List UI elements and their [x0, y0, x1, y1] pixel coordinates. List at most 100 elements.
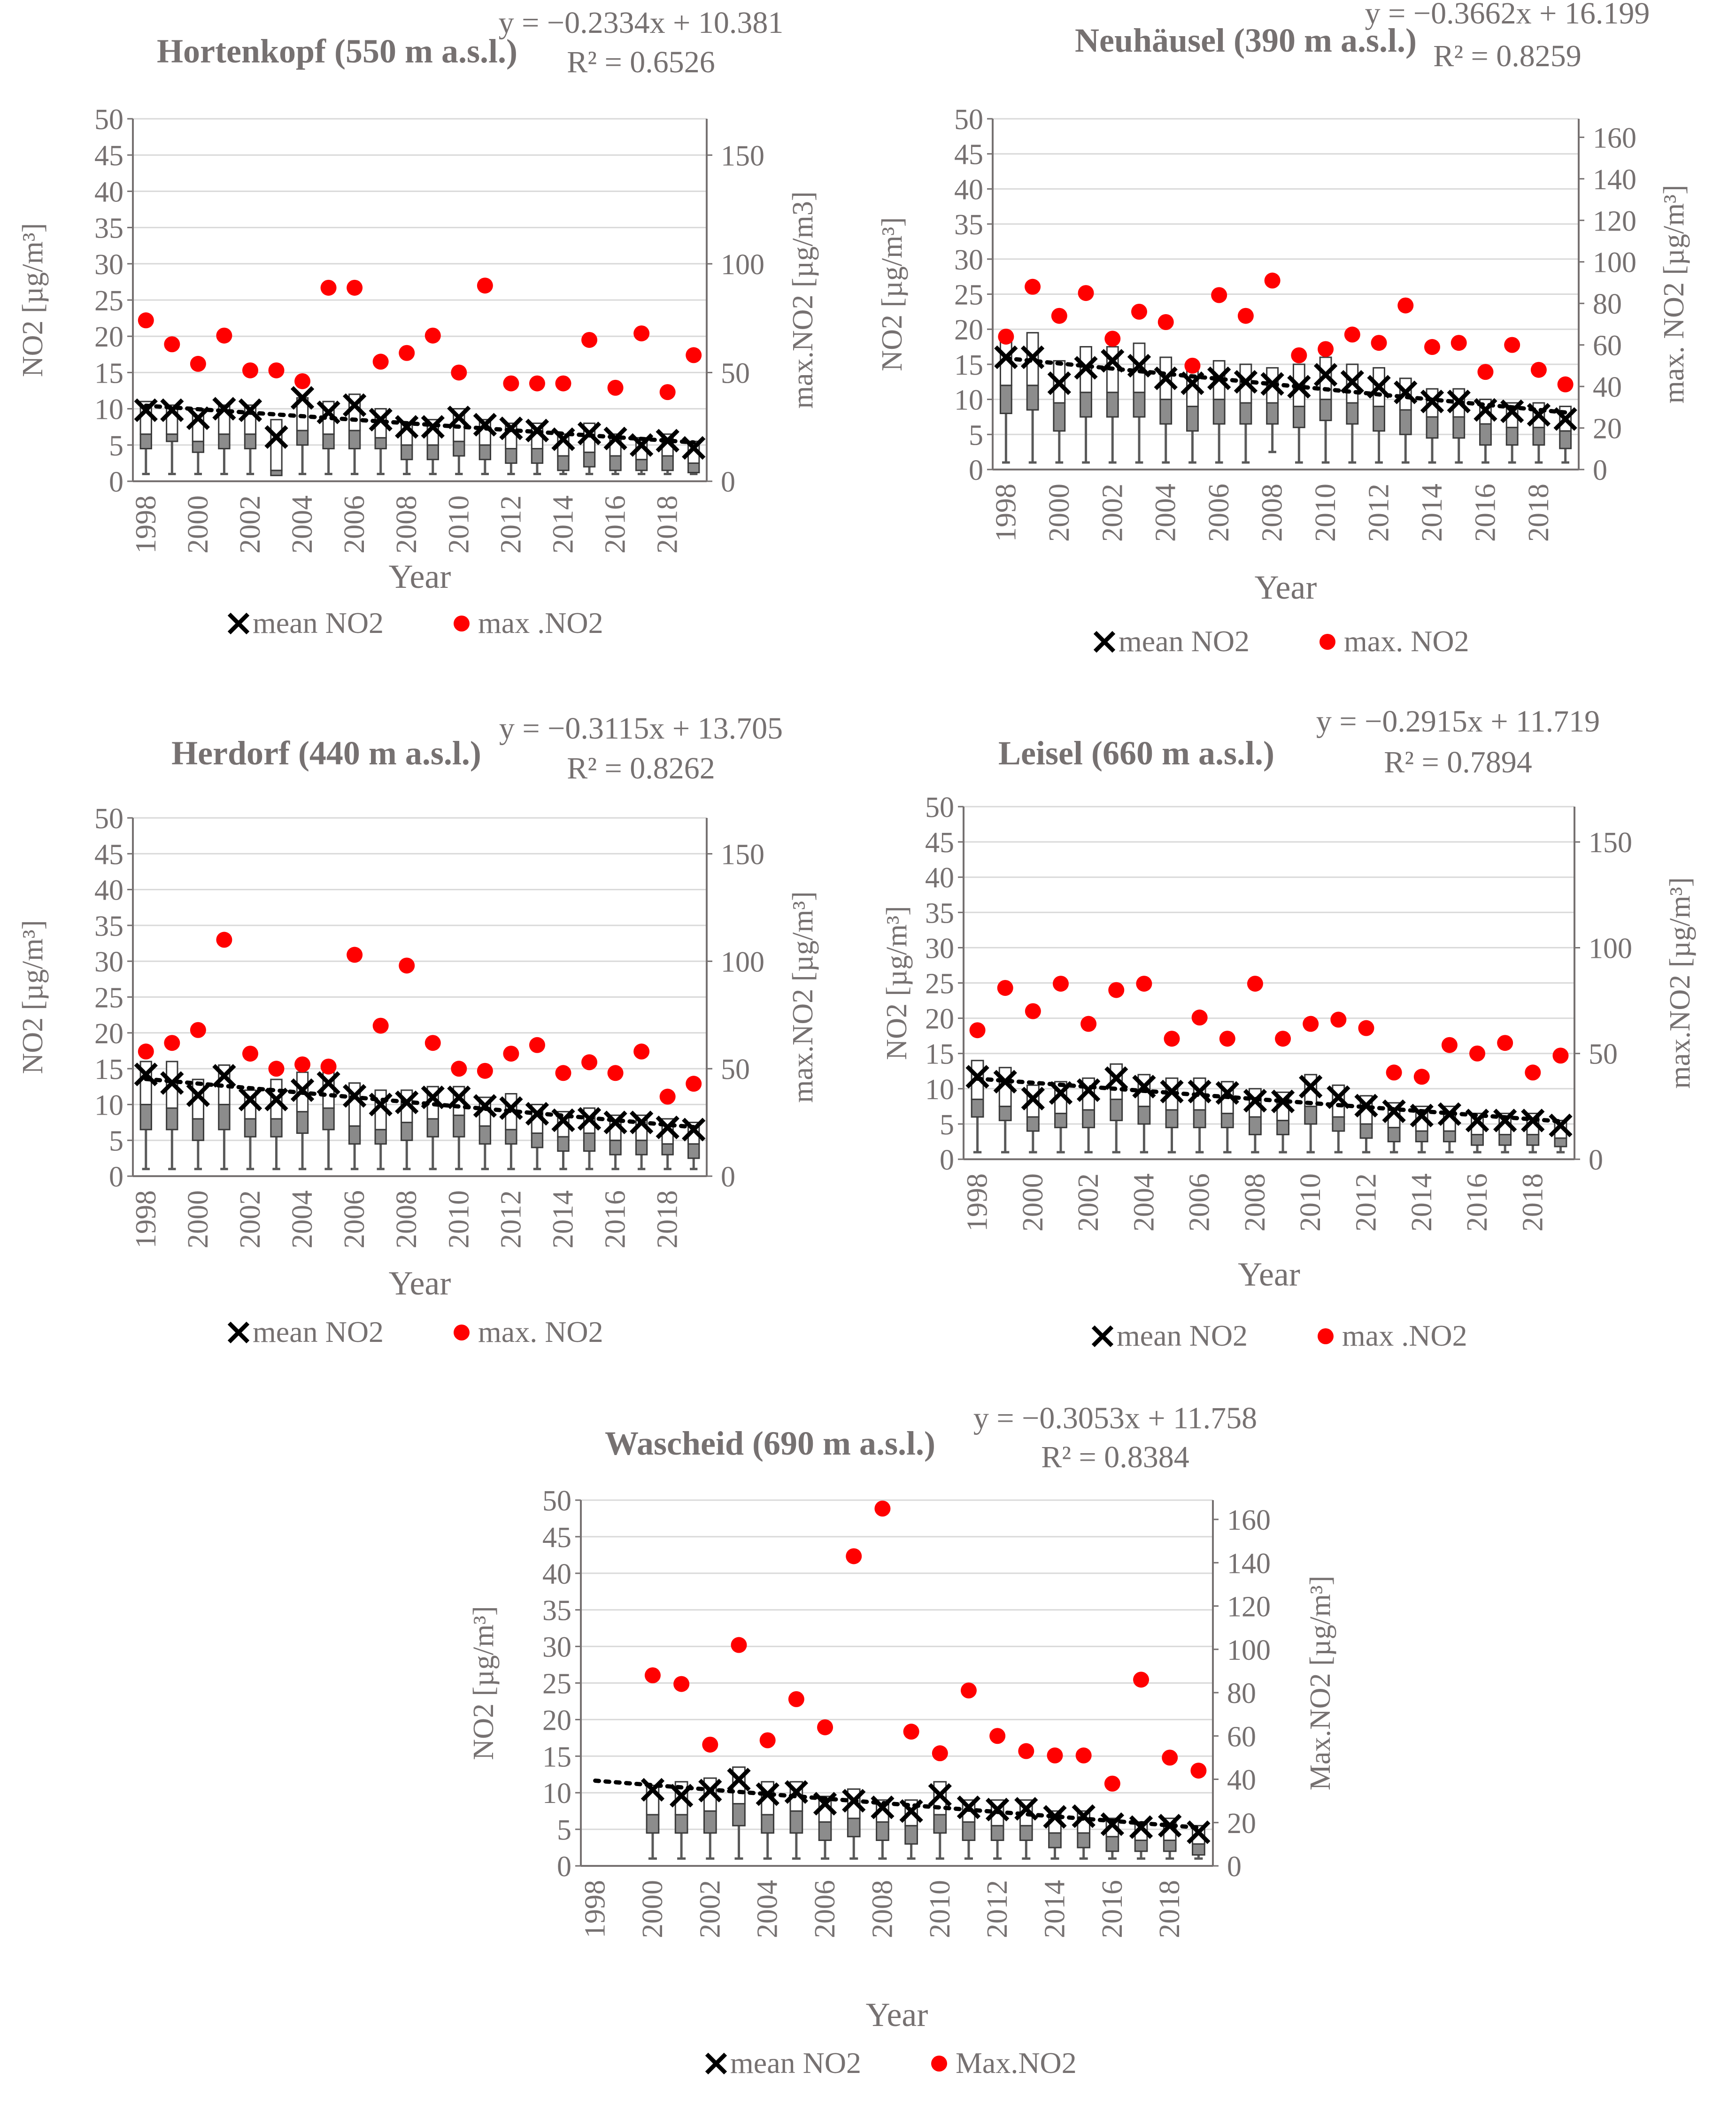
leisel-xtick-label: 2000: [1017, 1173, 1049, 1232]
herdorf-box-lower: [139, 1103, 152, 1131]
hortenkopf-ytick-label: 30: [94, 249, 123, 281]
leisel-ytick-label: 0: [940, 1144, 954, 1176]
hortenkopf-mean-marker: [212, 397, 236, 421]
hortenkopf-ytick-label: 45: [94, 140, 123, 172]
hortenkopf-max-marker: [607, 379, 624, 396]
neuhaeusel-box-lower: [1159, 399, 1173, 425]
wascheid-box-lower: [1077, 1832, 1091, 1849]
neuhaeusel-xtick-label: 2014: [1416, 484, 1448, 542]
neuhaeusel-ytick-label: 50: [954, 104, 983, 136]
herdorf-xtick-label: 2002: [234, 1190, 266, 1248]
hortenkopf-ytick-label: 5: [109, 430, 123, 462]
wascheid-max-marker: [1104, 1775, 1120, 1792]
leisel-xtick-label: 2018: [1517, 1173, 1549, 1232]
leisel-mean-marker: [1382, 1099, 1406, 1124]
neuhaeusel-y2-label: max. NO2 [µg/m³]: [1658, 185, 1690, 404]
herdorf-box-lower: [270, 1118, 283, 1138]
wascheid-max-marker: [1190, 1763, 1207, 1779]
hortenkopf-max-marker: [294, 373, 311, 389]
neuhaeusel-ytick-label: 20: [954, 314, 983, 346]
neuhaeusel-max-marker: [1104, 331, 1121, 347]
hortenkopf-max-marker: [242, 362, 258, 378]
herdorf-xtick-label: 2018: [652, 1190, 684, 1248]
leisel-mean-marker: [1188, 1079, 1211, 1103]
neuhaeusel-max-marker: [1557, 376, 1574, 393]
wascheid-box-lower: [789, 1810, 803, 1834]
wascheid-legend-mean-marker: [705, 2052, 727, 2075]
neuhaeusel-max-marker: [1371, 335, 1387, 351]
leisel-max-marker: [1191, 1009, 1208, 1026]
hortenkopf-max-marker: [138, 312, 154, 329]
leisel-box-lower: [1137, 1105, 1151, 1125]
leisel-y2tick-label: 50: [1589, 1039, 1618, 1071]
leisel-ytick-label: 15: [925, 1039, 954, 1071]
herdorf-box-lower: [218, 1103, 231, 1131]
herdorf-xtick-label: 2004: [286, 1190, 318, 1248]
leisel-mean-marker: [1549, 1113, 1573, 1138]
wascheid-box-lower: [818, 1821, 832, 1841]
herdorf-mean-marker: [551, 1108, 575, 1132]
hortenkopf-box-lower: [453, 440, 465, 457]
wascheid-mean-marker: [985, 1797, 1010, 1822]
herdorf-ytick-label: 0: [109, 1161, 123, 1193]
neuhaeusel-box-lower: [1292, 406, 1305, 428]
leisel-xtick-label: 2006: [1184, 1173, 1216, 1232]
wascheid-max-marker: [759, 1732, 776, 1749]
herdorf-y2tick-label: 50: [721, 1054, 750, 1086]
leisel-legend-mean-marker: [1091, 1325, 1114, 1348]
hortenkopf-xtick-label: 2004: [286, 495, 318, 554]
neuhaeusel-xtick-label: 2002: [1096, 484, 1128, 542]
hortenkopf-mean-marker: [629, 433, 654, 457]
hortenkopf-mean-marker: [290, 386, 315, 410]
hortenkopf-box-lower: [244, 433, 257, 450]
hortenkopf-max-marker: [686, 347, 702, 363]
hortenkopf-max-marker: [581, 331, 598, 348]
herdorf-max-marker: [399, 957, 415, 974]
herdorf-box-lower: [609, 1140, 622, 1155]
leisel-y2tick-label: 150: [1589, 827, 1632, 859]
herdorf-max-marker: [242, 1046, 258, 1062]
wascheid-ytick-label: 45: [542, 1522, 571, 1554]
leisel-legend-mean-label: mean NO2: [1117, 1319, 1248, 1352]
herdorf-max-marker: [138, 1043, 154, 1060]
neuhaeusel-mean-marker: [1313, 363, 1338, 387]
hortenkopf-ytick-label: 35: [94, 213, 123, 245]
wascheid-xtick-label: 2012: [981, 1880, 1013, 1938]
herdorf-ytick-label: 20: [94, 1018, 123, 1050]
neuhaeusel-ytick-label: 5: [969, 419, 983, 451]
leisel-box-lower: [1165, 1109, 1179, 1128]
herdorf-y2tick-label: 150: [721, 839, 764, 870]
leisel-y-label: NO2 [µg/m³]: [881, 906, 913, 1060]
hortenkopf-box-lower: [687, 462, 700, 473]
herdorf-mean-marker: [682, 1117, 706, 1141]
leisel-xtick-label: 2012: [1350, 1173, 1382, 1232]
leisel-ytick-label: 50: [925, 792, 954, 824]
wascheid-y2tick-label: 120: [1227, 1591, 1271, 1623]
wascheid-max-marker: [1018, 1743, 1034, 1759]
herdorf-box-lower: [531, 1132, 544, 1148]
hortenkopf-max-marker: [372, 354, 389, 370]
hortenkopf-box-upper: [270, 419, 283, 471]
herdorf-box-lower: [453, 1114, 465, 1138]
hortenkopf-ytick-label: 20: [94, 321, 123, 353]
wascheid-xtick-label: 2014: [1039, 1880, 1071, 1938]
hortenkopf-mean-marker: [369, 408, 393, 431]
neuhaeusel-y2tick-label: 40: [1593, 371, 1622, 403]
wascheid-mean-marker: [871, 1795, 895, 1819]
leisel-max-marker: [1469, 1045, 1486, 1062]
herdorf-title: Herdorf (440 m a.s.l.): [171, 734, 481, 772]
leisel-mean-marker: [1327, 1085, 1350, 1109]
leisel-ytick-label: 20: [925, 1003, 954, 1035]
hortenkopf-y-label: NO2 [µg/m³]: [17, 223, 49, 377]
wascheid-box-lower: [1048, 1832, 1062, 1849]
neuhaeusel-mean-marker: [1127, 354, 1151, 378]
neuhaeusel-mean-marker: [1260, 372, 1284, 396]
leisel-xtick-label: 2010: [1295, 1173, 1327, 1232]
wascheid-box-lower: [876, 1821, 889, 1841]
hortenkopf-max-marker: [633, 325, 650, 342]
herdorf-box-lower: [687, 1143, 700, 1159]
hortenkopf-box-lower: [635, 459, 648, 471]
hortenkopf-box-lower: [270, 470, 283, 477]
hortenkopf-max-marker: [451, 364, 467, 381]
neuhaeusel-title: Neuhäusel (390 m a.s.l.): [1075, 22, 1417, 59]
